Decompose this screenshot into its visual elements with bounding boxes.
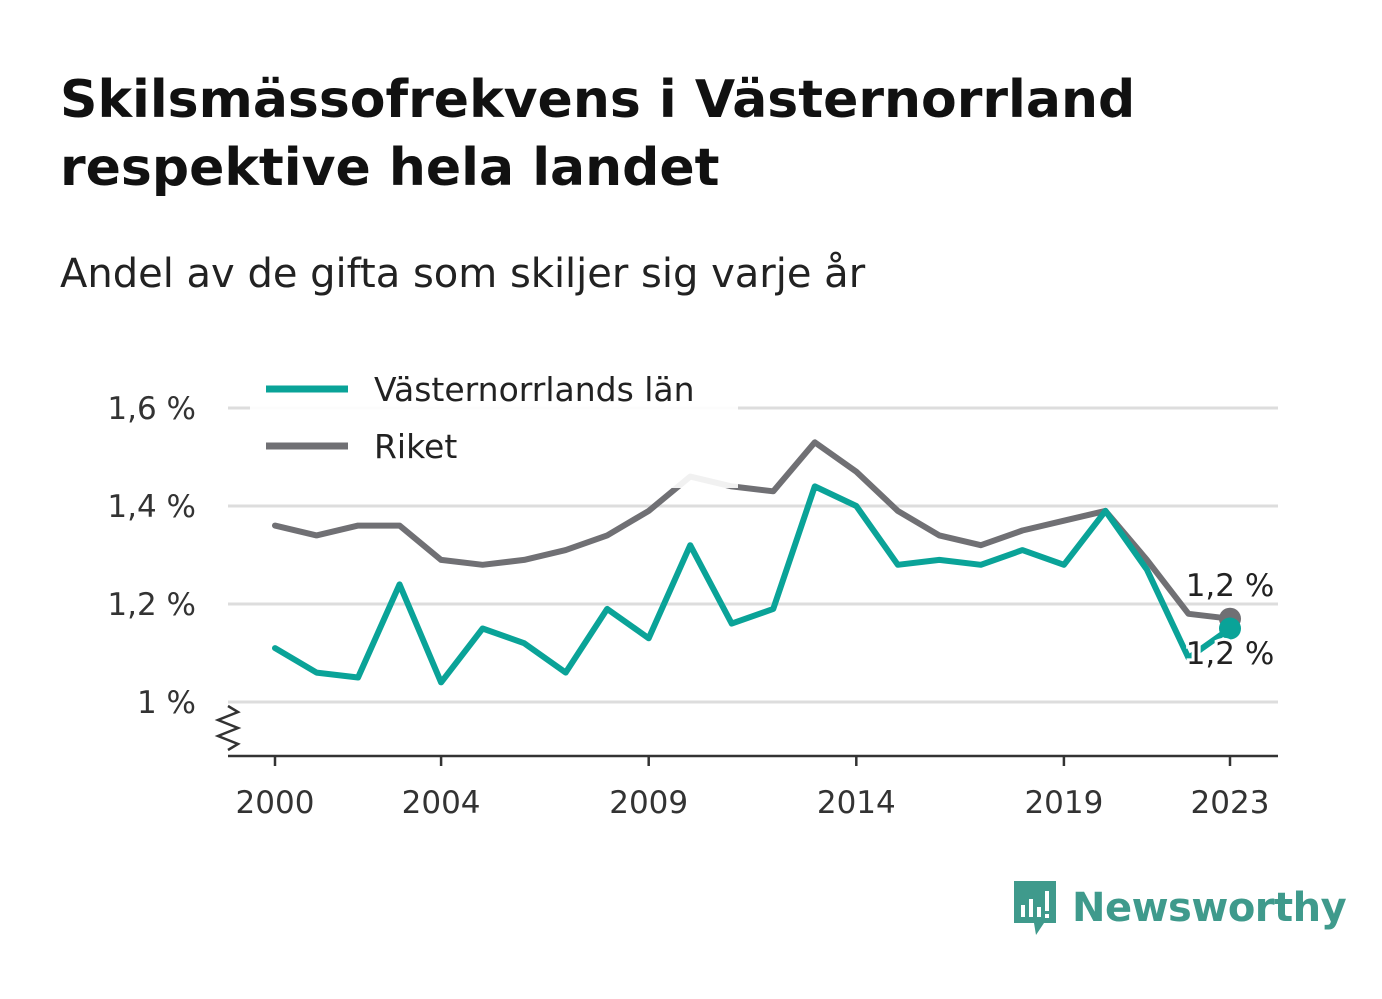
x-tick-label: 2014 [817,785,896,821]
x-tick-label: 2023 [1191,785,1270,821]
x-tick-label: 2000 [236,785,315,821]
end-label-1: 1,2 % [1186,568,1275,604]
y-tick-label: 1,4 % [107,489,196,525]
y-axis: 1 % 1,2 % 1,4 % 1,6 % [107,391,242,752]
x-tick-label: 2004 [402,785,481,821]
x-axis: 2000 2004 2009 2014 2019 2023 [228,754,1278,821]
series-line-0 [272,483,1233,686]
chart-title: Skilsmässofrekvens i Västernorrland resp… [60,70,1136,198]
end-labels: 1,2 % 1,2 % [1183,565,1278,675]
chart-subtitle: Andel av de gifta som skiljer sig varje … [60,251,866,297]
y-tick-label: 1,2 % [107,587,196,623]
series-lines [272,439,1241,686]
legend-background [250,360,738,488]
x-tick-label: 2019 [1024,785,1103,821]
bar-chart-speech-bubble-icon [1014,881,1056,935]
series-line-1 [272,439,1233,622]
axis-break-icon [214,704,242,752]
legend-label-0: Västernorrlands län [374,370,695,409]
end-label-0: 1,2 % [1186,636,1275,672]
newsworthy-logo: Newsworthy [1010,876,1347,940]
line-chart: 1 %1,2 %1,4 %1,6 % 2000 2004 2009 2014 2019 2… [107,360,1278,821]
legend: Västernorrlands län Riket [250,360,738,488]
y-tick-label: 1,6 % [107,391,196,427]
y-tick-label: 1 % [137,685,196,721]
legend-label-1: Riket [374,427,457,466]
brand-name: Newsworthy [1072,885,1347,931]
series-end-marker [1219,617,1241,640]
x-tick-label: 2009 [609,785,688,821]
